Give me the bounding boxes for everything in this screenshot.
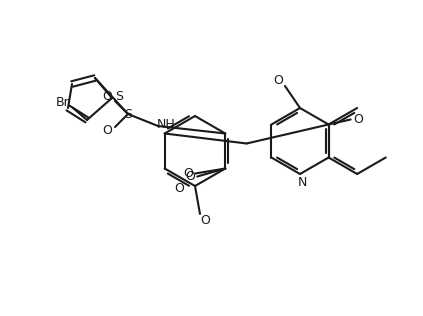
- Text: O: O: [102, 125, 112, 137]
- Text: O: O: [174, 182, 184, 195]
- Text: O: O: [354, 113, 363, 126]
- Text: S: S: [124, 107, 132, 120]
- Text: N: N: [297, 175, 307, 189]
- Text: O: O: [273, 75, 283, 88]
- Text: O: O: [102, 90, 112, 104]
- Text: O: O: [200, 215, 210, 228]
- Text: O: O: [184, 167, 193, 180]
- Text: NH: NH: [157, 118, 176, 131]
- Text: S: S: [115, 90, 123, 104]
- Text: Br: Br: [56, 96, 70, 110]
- Text: O: O: [185, 170, 195, 183]
